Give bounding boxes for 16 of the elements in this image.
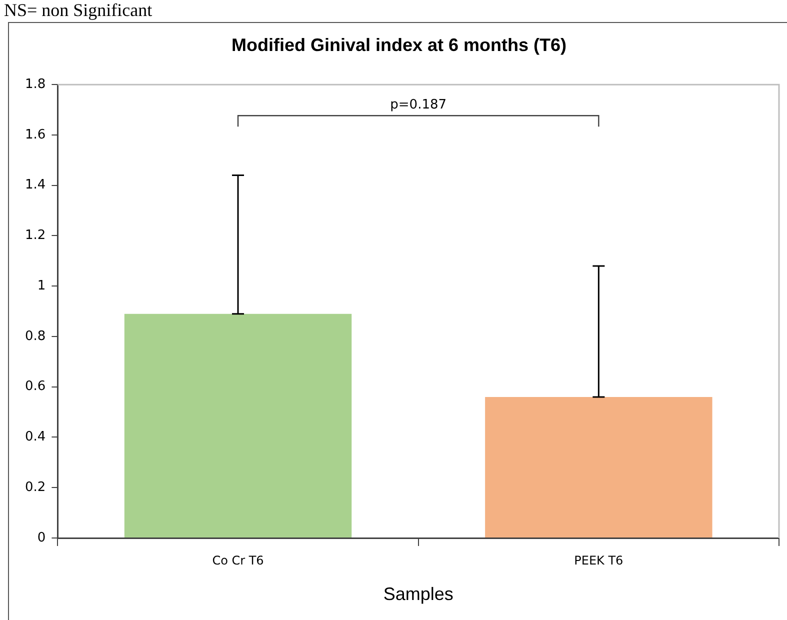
y-tick-label: 0.2 <box>24 480 46 495</box>
x-tick-label: Co Cr T6 <box>212 553 264 568</box>
x-axis-title: Samples <box>383 584 454 604</box>
y-tick-label: 1 <box>37 278 46 294</box>
y-tick-label: 0 <box>37 530 46 546</box>
y-tick-label: 1.4 <box>24 178 46 193</box>
text: NS= non Significant <box>4 0 152 21</box>
y-tick-label: 0.4 <box>24 430 46 445</box>
x-tick-label: PEEK T6 <box>574 553 624 568</box>
y-tick-label: 1.8 <box>24 76 46 92</box>
chart-title: Modified Ginival index at 6 months (T6) <box>231 34 567 55</box>
y-tick-label: 1.2 <box>24 228 46 244</box>
y-tick-label: 0.8 <box>24 328 46 344</box>
annotation: p=0.187 <box>390 97 447 112</box>
y-tick-label: 0.6 <box>24 379 46 394</box>
y-tick-label: 1.6 <box>24 127 46 142</box>
